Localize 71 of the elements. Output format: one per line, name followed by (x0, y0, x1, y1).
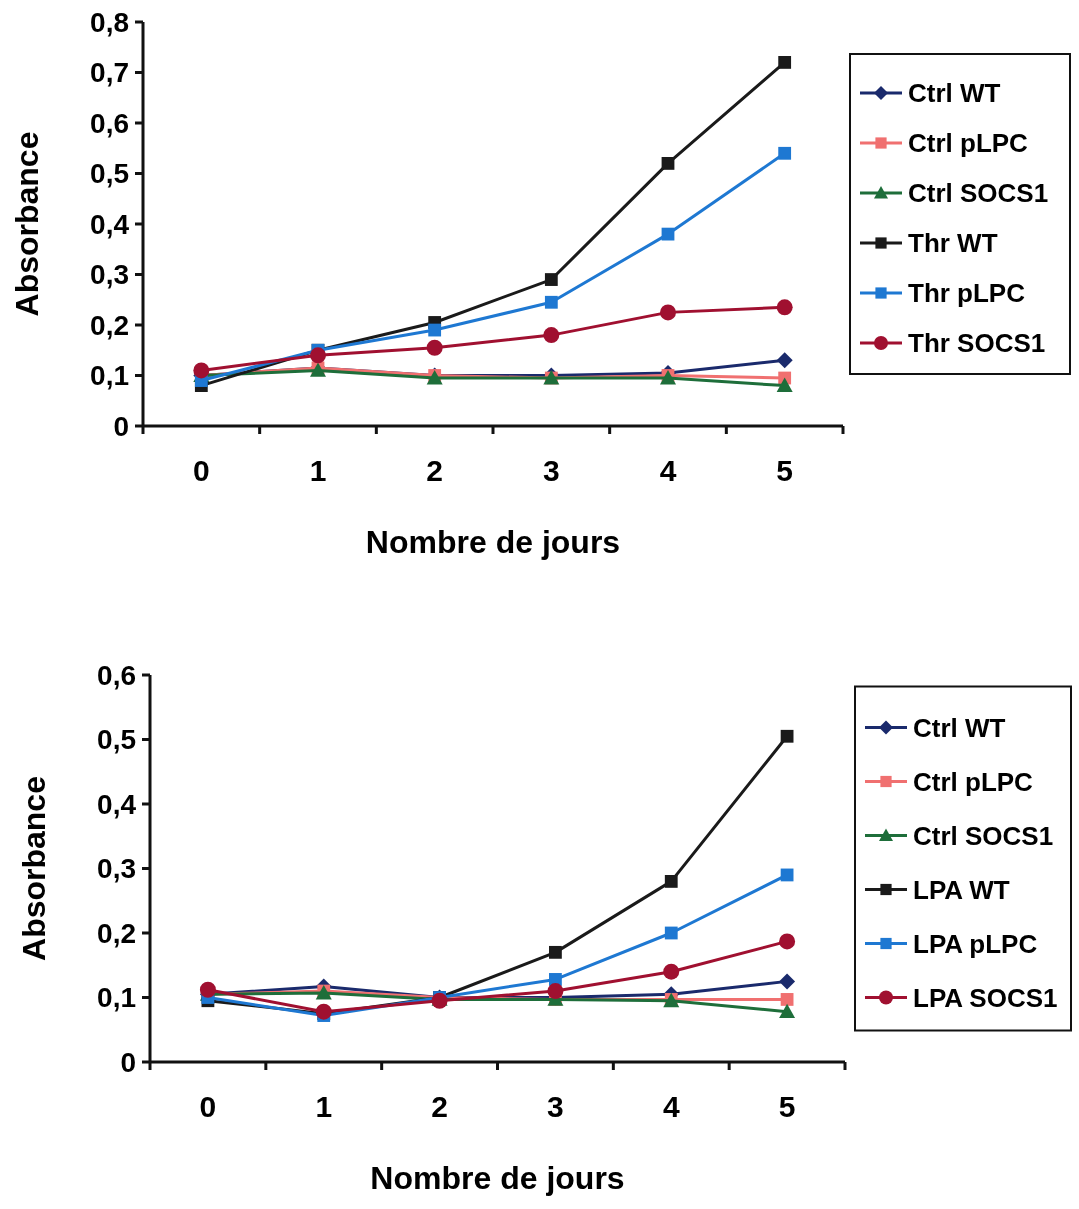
y-tick-label: 0 (113, 410, 129, 442)
y-axis-title: Absorbance (16, 776, 52, 961)
legend-label: LPA SOCS1 (913, 982, 1058, 1013)
x-tick-label: 3 (542, 454, 560, 487)
point (426, 339, 443, 356)
legend-label: LPA pLPC (913, 928, 1038, 959)
y-tick-label: 0,4 (90, 208, 130, 240)
x-tick-label: 0 (192, 454, 210, 487)
legend-label: Thr pLPC (908, 278, 1026, 309)
point (776, 352, 793, 369)
y-tick-label: 0,4 (97, 788, 137, 820)
x-tick-label: 4 (662, 1090, 680, 1123)
legend-label: LPA WT (913, 874, 1010, 905)
y-axis-title: Absorbance (9, 131, 45, 317)
point (663, 963, 680, 980)
legend-label: Ctrl WT (908, 78, 1001, 109)
point (776, 377, 793, 392)
point (776, 299, 793, 316)
y-tick-label: 0,3 (97, 853, 136, 885)
point (199, 981, 216, 998)
x-axis-title: Nombre de jours (365, 524, 621, 560)
y-tick-label: 0,6 (90, 107, 129, 139)
x-tick-label: 4 (659, 454, 677, 487)
point (544, 295, 558, 309)
x-tick-label: 5 (778, 1090, 796, 1123)
legend-label: Ctrl pLPC (913, 766, 1034, 797)
point (310, 347, 326, 364)
point (547, 983, 564, 1000)
point (544, 273, 558, 286)
point (660, 304, 676, 321)
point (664, 875, 678, 888)
x-tick-label: 3 (547, 1090, 564, 1123)
point (428, 323, 442, 337)
point (193, 362, 210, 379)
x-tick-label: 1 (309, 454, 327, 487)
y-tick-label: 0 (120, 1046, 136, 1078)
y-tick-label: 0,3 (90, 259, 129, 291)
y-tick-label: 0,2 (97, 917, 136, 949)
x-tick-label: 0 (199, 1090, 217, 1123)
x-axis-title: Nombre de jours (370, 1160, 625, 1196)
y-tick-label: 0,7 (90, 57, 129, 89)
point (780, 993, 794, 1006)
point (780, 729, 794, 743)
point (543, 327, 560, 344)
point (779, 973, 796, 990)
point (315, 1003, 332, 1020)
x-tick-label: 5 (776, 454, 794, 487)
x-tick-label: 1 (315, 1090, 333, 1123)
y-tick-label: 0,8 (90, 6, 129, 38)
y-tick-label: 0,5 (97, 724, 136, 756)
legend-label: Ctrl WT (913, 712, 1006, 743)
point (778, 56, 792, 69)
legend-label: Thr WT (908, 228, 998, 259)
y-tick-label: 0,1 (97, 982, 136, 1014)
point (661, 157, 675, 170)
legend-label: Thr SOCS1 (908, 328, 1046, 359)
point (778, 146, 792, 160)
y-tick-label: 0,6 (97, 659, 136, 691)
legend-label: Ctrl SOCS1 (908, 178, 1049, 209)
point (779, 933, 796, 950)
y-tick-label: 0,2 (90, 309, 129, 341)
y-tick-label: 0,1 (90, 360, 129, 392)
x-tick-label: 2 (426, 454, 444, 487)
point (661, 227, 675, 241)
point (779, 1003, 796, 1019)
legend-label: Ctrl SOCS1 (913, 820, 1054, 851)
y-tick-label: 0,5 (90, 158, 129, 190)
point (549, 945, 562, 959)
x-tick-label: 2 (431, 1090, 448, 1123)
point (664, 926, 678, 940)
legend-label: Ctrl pLPC (908, 128, 1029, 159)
